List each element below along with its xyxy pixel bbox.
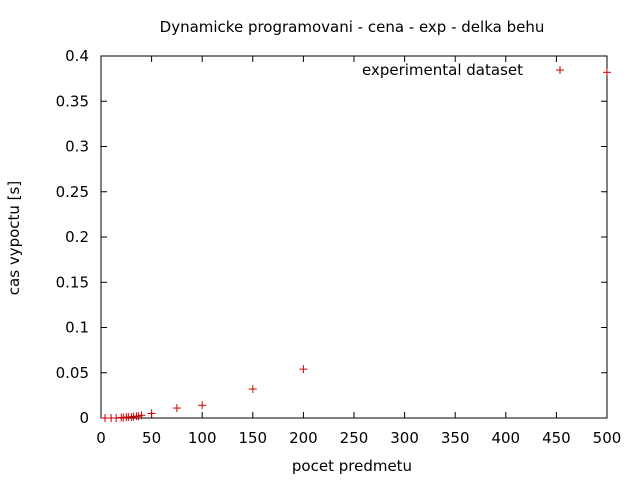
data-point xyxy=(299,365,308,374)
data-point xyxy=(198,401,207,410)
data-point xyxy=(248,385,257,394)
y-tick-label: 0.05 xyxy=(56,364,89,382)
data-point xyxy=(147,409,156,418)
x-tick-label: 100 xyxy=(188,429,217,447)
axis-ticks: 0 50 100 150 200 250 300 350 400 450 500 0 0.05 0.1 0.… xyxy=(56,47,622,447)
legend-label: experimental dataset xyxy=(362,61,523,79)
y-tick-label: 0.3 xyxy=(65,138,89,156)
data-point xyxy=(172,404,181,413)
y-tick-label: 0.35 xyxy=(56,92,89,110)
plot-frame xyxy=(100,55,608,419)
legend-marker xyxy=(556,66,564,74)
x-tick-label: 450 xyxy=(542,429,571,447)
y-tick-label: 0.25 xyxy=(56,183,89,201)
x-tick-label: 350 xyxy=(441,429,470,447)
chart-title: Dynamicke programovani - cena - exp - de… xyxy=(160,18,545,36)
y-tick-label: 0.2 xyxy=(65,228,89,246)
data-point xyxy=(137,411,146,420)
x-tick-label: 200 xyxy=(289,429,318,447)
x-axis-label: pocet predmetu xyxy=(292,457,412,475)
y-tick-label: 0.15 xyxy=(56,273,89,291)
legend-marker-symbol xyxy=(556,66,564,74)
y-axis-label: cas vypoctu [s] xyxy=(5,181,23,295)
x-tick-label: 300 xyxy=(390,429,419,447)
x-tick-label: 500 xyxy=(593,429,622,447)
x-tick-label: 0 xyxy=(96,429,106,447)
data-points xyxy=(101,68,611,422)
y-tick-label: 0.1 xyxy=(65,319,89,337)
x-tick-label: 250 xyxy=(340,429,369,447)
data-point xyxy=(603,68,611,77)
y-tick-label: 0 xyxy=(79,409,89,427)
legend: experimental dataset xyxy=(362,61,564,79)
x-tick-label: 50 xyxy=(142,429,161,447)
x-tick-label: 400 xyxy=(491,429,520,447)
y-tick-label: 0.4 xyxy=(65,47,89,65)
x-tick-label: 150 xyxy=(238,429,267,447)
